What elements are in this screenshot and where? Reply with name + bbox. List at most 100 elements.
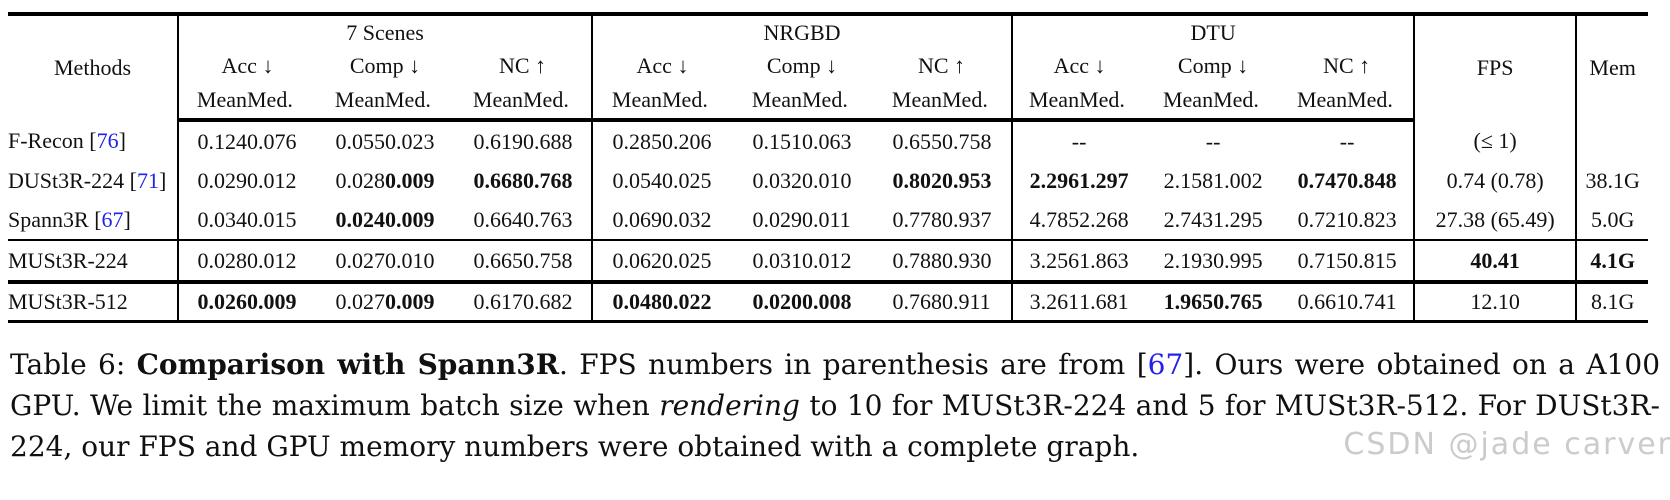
metric-value-cell: 1.863 bbox=[1079, 239, 1147, 282]
metric-value-cell: 0.285 bbox=[591, 120, 662, 161]
table-row: F-Recon [76] 0.124 0.076 0.055 0.023 0.619 0.6… bbox=[8, 120, 1649, 161]
metric-value-cell: 0.009 bbox=[247, 280, 316, 322]
citation-ref: 67 bbox=[1147, 348, 1184, 381]
metric-value-cell: 2.268 bbox=[1079, 206, 1129, 232]
metric-value-cell: 0.076 bbox=[247, 128, 297, 154]
caption-text: to 10 for MUSt3R-224 and 5 for MUSt3R-51… bbox=[10, 389, 1660, 463]
mem-cell: 4.1G bbox=[1575, 239, 1649, 282]
metric-value-cell: 0.619 bbox=[473, 128, 524, 154]
metric-value-cell: 0.758 bbox=[523, 239, 592, 282]
metric-value-cell: 0.008 bbox=[802, 280, 872, 322]
table-row: Spann3R [67] 0.034 0.015 0.024 0.009 0.664 0.7… bbox=[8, 200, 1649, 240]
metric-value-cell: 3.261 bbox=[1011, 280, 1080, 322]
metric-value-cell: 0.747 bbox=[1297, 167, 1348, 193]
metric-value-cell: 0.124 bbox=[177, 120, 247, 161]
metric-value-cell: 4.785 bbox=[1011, 200, 1080, 240]
metric-value-cell: 0.688 bbox=[523, 128, 573, 154]
sub-header-mean: Mean bbox=[1280, 82, 1348, 122]
metric-value-cell: 0.765 bbox=[1213, 280, 1281, 322]
sub-header-mean: Mean bbox=[316, 82, 385, 122]
caption-text: ]. Ours were obtained on a A100 GPU. We … bbox=[10, 348, 1661, 422]
citation-ref: 76 bbox=[96, 127, 119, 153]
metric-value-cell: 0.027 bbox=[316, 280, 385, 322]
metric-value-cell: 0.655 bbox=[892, 128, 943, 154]
table-row: MUSt3R-224 0.028 0.012 0.027 0.010 0.665 0.758… bbox=[8, 239, 1649, 282]
method-cell: DUSt3R-224 [71] bbox=[8, 167, 167, 193]
sub-header-mean: Mean bbox=[732, 82, 802, 122]
metric-value-cell: 2.743 bbox=[1163, 206, 1214, 232]
metric-value-cell: 0.848 bbox=[1347, 167, 1397, 193]
metric-value-cell: - bbox=[1011, 120, 1080, 161]
caption-text: Table 6: bbox=[10, 348, 137, 381]
fps-column-header: FPS bbox=[1413, 14, 1577, 120]
metric-value-cell: 0.768 bbox=[523, 167, 573, 193]
fps-cell: 12.10 bbox=[1413, 280, 1577, 322]
metric-value-cell: 0.029 bbox=[752, 206, 803, 232]
fps-cell: (≤ 1) bbox=[1413, 120, 1577, 161]
metric-header: Comp ↓ bbox=[766, 53, 838, 78]
metric-value-cell: 0.151 bbox=[752, 128, 803, 154]
sub-header-med: Med. bbox=[802, 82, 872, 122]
metric-value-cell: 1.681 bbox=[1079, 280, 1147, 322]
sub-header-med: Med. bbox=[523, 82, 592, 122]
method-cell: F-Recon [76] bbox=[8, 127, 126, 153]
metric-value-cell: 0.009 bbox=[385, 167, 435, 193]
metric-value-cell: - bbox=[1339, 128, 1348, 154]
sub-header-med: Med. bbox=[1347, 82, 1415, 122]
method-name: Spann3R bbox=[8, 206, 89, 232]
metric-value-cell: 0.995 bbox=[1213, 239, 1281, 282]
metric-value-cell: 3.256 bbox=[1011, 239, 1080, 282]
metric-value-cell: 0.023 bbox=[385, 128, 435, 154]
metric-value-cell: 0.031 bbox=[732, 239, 802, 282]
metric-value-cell: 0.930 bbox=[942, 239, 1013, 282]
method-name: DUSt3R-224 bbox=[8, 167, 125, 193]
metric-value-cell: - bbox=[1205, 128, 1214, 154]
metric-value-cell: 0.010 bbox=[802, 167, 852, 193]
metric-header: NC ↑ bbox=[918, 53, 966, 78]
table-section: MUSt3R-512 0.026 0.009 0.027 0.009 0.617 0.682… bbox=[8, 280, 1649, 322]
group-header-7scenes: 7 Scenes bbox=[177, 14, 592, 50]
metric-value-cell: - bbox=[1347, 128, 1355, 154]
metric-value-cell: 0.032 bbox=[662, 206, 712, 232]
metric-value-cell: 0.953 bbox=[942, 167, 992, 193]
metric-value-cell: - bbox=[1213, 128, 1221, 154]
metric-value-cell: 0.029 bbox=[177, 161, 247, 200]
mem-column-header: Mem bbox=[1575, 14, 1649, 120]
metric-value-cell: 0.024 bbox=[335, 206, 386, 232]
fps-cell: 27.38 (65.49) bbox=[1413, 200, 1577, 240]
caption-text: . FPS numbers in parenthesis are from [ bbox=[559, 348, 1148, 381]
metric-value-cell: 0.028 bbox=[177, 239, 247, 282]
metric-value-cell: 0.937 bbox=[942, 206, 992, 232]
metric-value-cell: 0.715 bbox=[1280, 239, 1348, 282]
metric-header: Comp ↓ bbox=[1177, 53, 1249, 78]
metric-value-cell: - bbox=[1079, 128, 1087, 154]
mem-cell bbox=[1575, 120, 1649, 161]
metric-value-cell: 0.063 bbox=[802, 128, 852, 154]
metric-header: NC ↑ bbox=[1323, 53, 1371, 78]
method-name: MUSt3R-512 bbox=[8, 289, 128, 314]
metric-value-cell: 0.664 bbox=[473, 206, 524, 232]
metric-value-cell: 0.010 bbox=[385, 239, 454, 282]
group-header-nrgbd: NRGBD bbox=[590, 14, 1013, 50]
metric-value-cell: 0.778 bbox=[892, 206, 943, 232]
sub-header-med: Med. bbox=[247, 82, 316, 122]
table-row: MUSt3R-512 0.026 0.009 0.027 0.009 0.617 0.682… bbox=[8, 280, 1649, 322]
sub-header-mean: Mean bbox=[1011, 82, 1080, 122]
metric-value-cell: 0.012 bbox=[247, 239, 316, 282]
sub-header-med: Med. bbox=[1079, 82, 1147, 122]
method-cell: Spann3R [67] bbox=[8, 206, 131, 232]
caption-text: Comparison with Spann3R bbox=[136, 348, 559, 381]
metric-value-cell: 0.025 bbox=[662, 239, 732, 282]
metric-value-cell: 0.823 bbox=[1347, 206, 1397, 232]
sub-header-med: Med. bbox=[662, 82, 732, 122]
mem-cell: 5.0G bbox=[1575, 200, 1649, 240]
metric-header: NC ↑ bbox=[498, 53, 547, 78]
metric-value-cell: 0.062 bbox=[591, 239, 662, 282]
watermark-text: CSDN @jade carver bbox=[1343, 427, 1670, 462]
metric-value-cell: 0.032 bbox=[752, 167, 803, 193]
mem-cell: 38.1G bbox=[1575, 161, 1649, 200]
metric-value-cell: 0.028 bbox=[335, 167, 386, 193]
metric-value-cell: 0.617 bbox=[454, 280, 523, 322]
metric-value-cell: 0.069 bbox=[591, 200, 662, 240]
